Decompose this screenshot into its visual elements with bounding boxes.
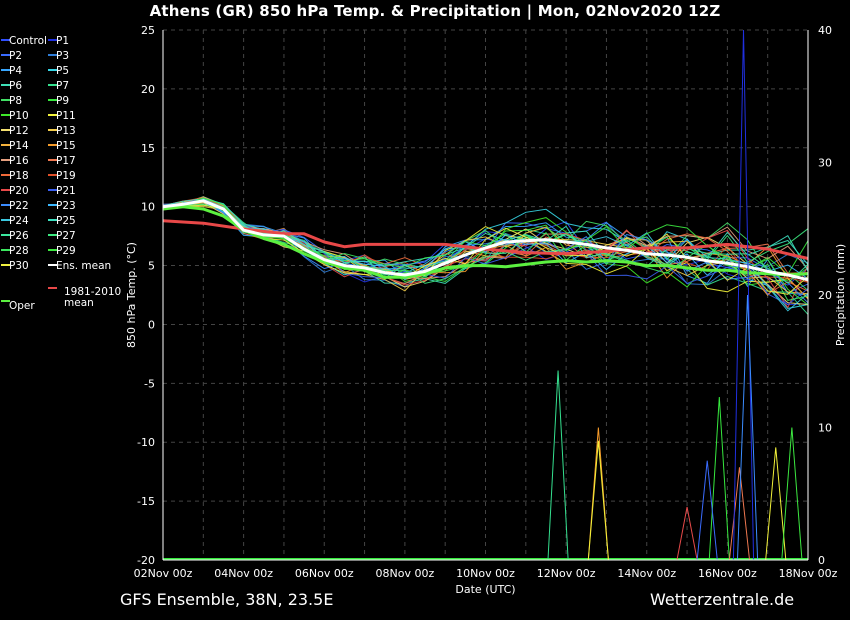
- main-series-lines: [162, 199, 809, 282]
- legend-label: P8: [9, 95, 22, 107]
- y2-tick-label: 40: [818, 24, 832, 37]
- legend-label: P25: [56, 215, 76, 227]
- y2-tick-label: 20: [818, 289, 832, 302]
- y-axis-label: 850 hPa Temp. (°C): [125, 242, 138, 348]
- precip-spike: [765, 447, 787, 561]
- legend-label: P18: [9, 170, 29, 182]
- chart-axes: -20 -15 -10 -5 0 5 10 15 20 25 0 10 20 30 40 02Nov 00z 0…: [125, 24, 847, 596]
- x-tick-label: 06Nov 00z: [295, 567, 354, 580]
- y-tick-label: 25: [141, 24, 155, 37]
- chart-legend: Control P1 P2 P3 P4 P5 P6 P7 P8 P9 P10 P11 P12 P13 P14…: [1, 35, 121, 312]
- y-tick-label: -5: [144, 377, 155, 390]
- precip-spike: [587, 427, 609, 561]
- legend-label: P1: [56, 35, 69, 47]
- footer-model-info: GFS Ensemble, 38N, 23.5E: [120, 590, 334, 609]
- y2-tick-label: 30: [818, 157, 832, 170]
- y-tick-label: 10: [141, 201, 155, 214]
- legend-label: P4: [9, 65, 22, 77]
- legend-label: P30: [9, 260, 29, 272]
- legend-label: P5: [56, 65, 69, 77]
- legend-label: P19: [56, 170, 76, 182]
- y2-axis-label: Precipitation (mm): [834, 244, 847, 346]
- chart-title: Athens (GR) 850 hPa Temp. & Precipitatio…: [149, 2, 721, 20]
- legend-label: P24: [9, 215, 29, 227]
- legend-label: P3: [56, 50, 69, 62]
- legend-label: P23: [56, 200, 76, 212]
- y-tick-label: 5: [148, 260, 155, 273]
- legend-label: P15: [56, 140, 76, 152]
- x-axis-label: Date (UTC): [455, 583, 515, 596]
- y2-tick-label: 10: [818, 422, 832, 435]
- legend-label: P14: [9, 140, 29, 152]
- x-tick-label: 10Nov 00z: [456, 567, 515, 580]
- precip-spike: [781, 427, 803, 561]
- clim-mean-line: [162, 219, 809, 260]
- y-tick-label: 15: [141, 142, 155, 155]
- legend-label: P9: [56, 95, 69, 107]
- x-tick-label: 04Nov 00z: [214, 567, 273, 580]
- footer-site-name: Wetterzentrale.de: [650, 590, 795, 609]
- y-tick-label: -15: [137, 495, 155, 508]
- precip-spike: [547, 370, 569, 561]
- ensemble-member-line: [163, 196, 809, 280]
- precip-spike: [736, 294, 759, 561]
- legend-label: P21: [56, 185, 76, 197]
- precip-spike: [728, 467, 751, 561]
- x-tick-label: 12Nov 00z: [537, 567, 596, 580]
- legend-label: Control: [9, 35, 47, 47]
- legend-label: Oper: [9, 300, 35, 312]
- ens-mean-line: [162, 199, 809, 282]
- legend-label: P13: [56, 125, 76, 137]
- y-tick-label: -10: [137, 436, 155, 449]
- legend-label: P26: [9, 230, 29, 242]
- legend-label: P20: [9, 185, 29, 197]
- x-tick-label: 02Nov 00z: [134, 567, 193, 580]
- chart-grid: [162, 29, 809, 561]
- legend-label: 1981-2010: [64, 286, 121, 298]
- x-tick-label: 18Nov 00z: [779, 567, 838, 580]
- legend-label: P16: [9, 155, 29, 167]
- legend-label: P10: [9, 110, 29, 122]
- y-tick-label: 20: [141, 83, 155, 96]
- precip-spike: [732, 29, 755, 561]
- legend-label: P17: [56, 155, 76, 167]
- legend-label: mean: [64, 297, 94, 309]
- legend-label: P27: [56, 230, 76, 242]
- legend-label: Ens. mean: [56, 260, 111, 272]
- oper-line: [162, 205, 809, 279]
- x-tick-label: 16Nov 00z: [698, 567, 757, 580]
- legend-label: P28: [9, 245, 29, 257]
- legend-label: P22: [9, 200, 29, 212]
- x-tick-label: 08Nov 00z: [376, 567, 435, 580]
- y2-tick-label: 0: [818, 554, 825, 567]
- precipitation-lines: [163, 29, 808, 561]
- precip-spike: [676, 506, 698, 561]
- legend-label: P29: [56, 245, 76, 257]
- legend-label: P11: [56, 110, 76, 122]
- x-tick-label: 14Nov 00z: [617, 567, 676, 580]
- legend-label: P12: [9, 125, 29, 137]
- y-tick-label: 0: [148, 318, 155, 331]
- legend-label: P6: [9, 80, 22, 92]
- precip-spike: [696, 460, 718, 561]
- legend-label: P2: [9, 50, 22, 62]
- y-tick-label: -20: [137, 554, 155, 567]
- precip-spike: [587, 440, 609, 561]
- legend-label: P7: [56, 80, 69, 92]
- precip-spike: [708, 396, 730, 561]
